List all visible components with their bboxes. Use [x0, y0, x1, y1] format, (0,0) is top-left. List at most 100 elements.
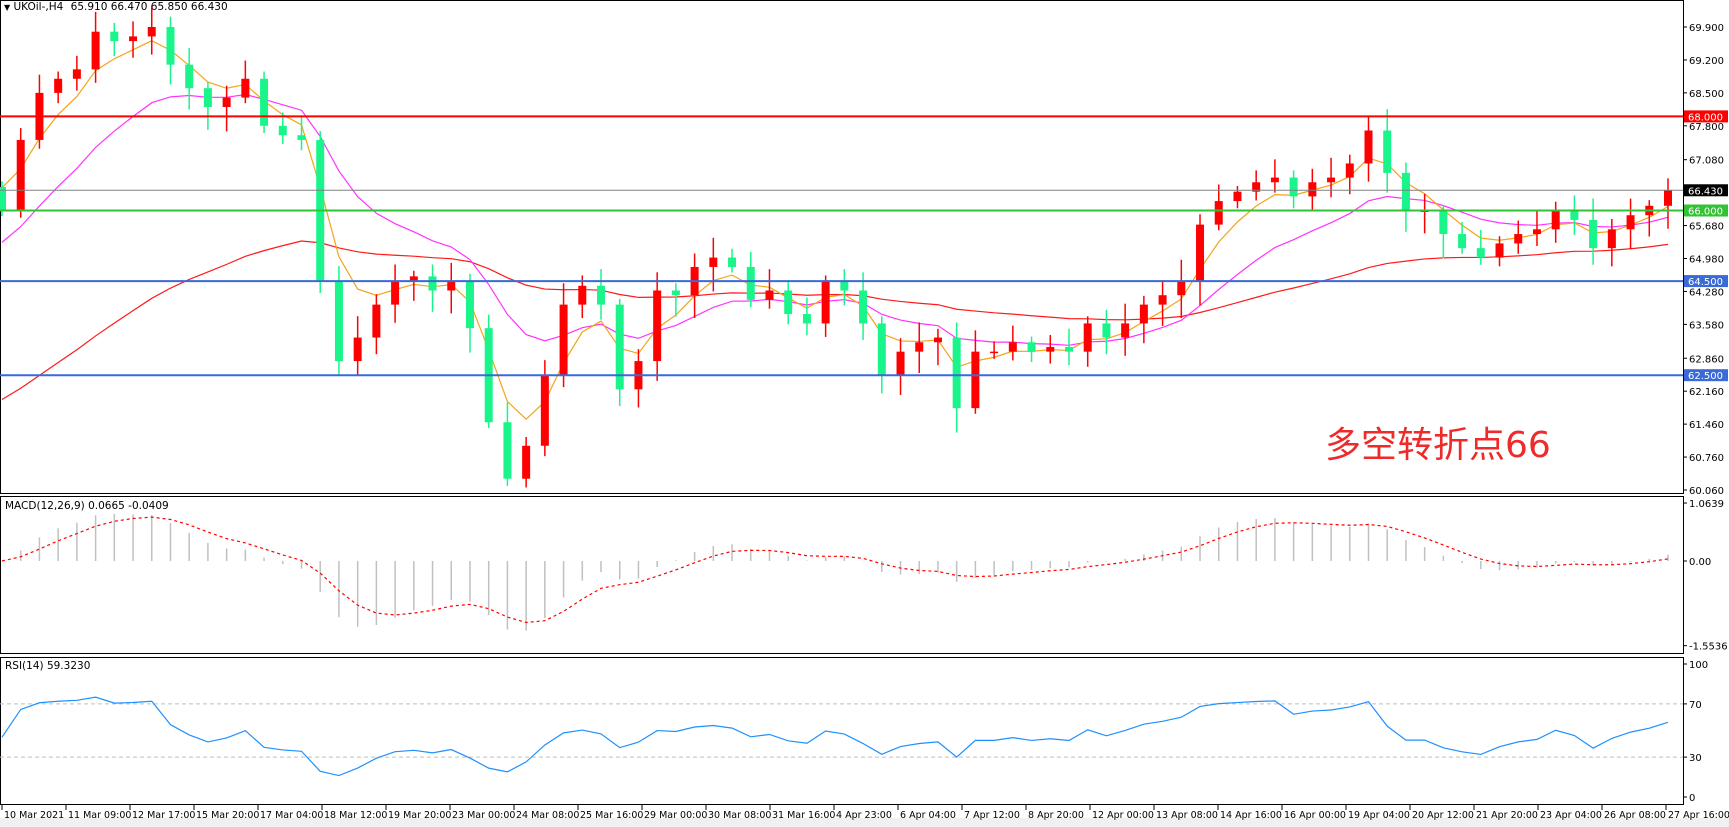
price-tick-label: 63.580	[1689, 320, 1724, 331]
candle-up	[241, 78, 250, 98]
candle-down	[1289, 177, 1298, 197]
time-tick-label: 31 Mar 16:00	[772, 810, 835, 821]
candle-down	[728, 257, 737, 267]
candle-up	[1551, 210, 1560, 230]
time-tick-label: 10 Mar 2021	[4, 810, 64, 821]
level-tag-64.500	[1684, 275, 1728, 288]
macd-signal-line	[1, 516, 1669, 624]
price-tick-label: 62.860	[1689, 354, 1724, 365]
candle-up	[765, 290, 774, 300]
candle-down	[802, 314, 811, 324]
candle-down	[166, 27, 175, 65]
candle-up	[1121, 323, 1130, 338]
candle-up	[522, 445, 531, 479]
candle-up	[821, 281, 830, 324]
price-tick-label: 65.680	[1689, 222, 1724, 233]
time-tick-label: 4 Apr 23:00	[836, 810, 892, 821]
annotation-text: 多空转折点66	[1325, 425, 1551, 466]
ohlc-values: 65.910 66.470 65.850 66.430	[70, 1, 228, 13]
rsi-tick-label: 0	[1689, 793, 1695, 804]
candle-down	[110, 31, 119, 42]
price-tick-label: 62.160	[1689, 387, 1724, 398]
level-tag-label: 66.000	[1688, 207, 1723, 218]
candle-down	[278, 125, 287, 136]
candle-down	[503, 422, 512, 479]
candle-down	[615, 304, 624, 390]
candle-up	[353, 337, 362, 362]
time-tick-label: 20 Apr 12:00	[1412, 810, 1474, 821]
price-tick-label: 60.760	[1689, 453, 1724, 464]
price-tick-label: 64.280	[1689, 287, 1724, 298]
candle-up	[653, 290, 662, 362]
candle-down	[859, 290, 868, 324]
macd-tick-label: 0.00	[1689, 557, 1711, 568]
candle-down	[203, 88, 212, 107]
time-tick-label: 12 Apr 00:00	[1092, 810, 1154, 821]
price-tick-label: 69.200	[1689, 56, 1724, 67]
rsi-panel-frame	[0, 657, 1684, 805]
candle-up	[1327, 177, 1336, 183]
candle-down	[334, 281, 343, 362]
candle-up	[559, 304, 568, 376]
rsi-line	[1, 696, 1669, 777]
symbol-label: UKOil-,H4	[13, 1, 64, 13]
ma-fast-line	[1, 40, 1669, 421]
candle-up	[1664, 190, 1672, 206]
time-tick-label: 18 Mar 12:00	[324, 810, 387, 821]
candle-down	[1401, 172, 1410, 211]
candle-down	[465, 281, 474, 329]
time-tick-label: 30 Mar 08:00	[708, 810, 771, 821]
time-tick-label: 8 Apr 20:00	[1028, 810, 1084, 821]
candle-up	[1008, 342, 1017, 352]
ma-mid-line	[1, 93, 1669, 346]
candle-up	[1308, 182, 1317, 197]
price-tick-label: 69.900	[1689, 23, 1724, 34]
candle-up	[709, 257, 718, 267]
candle-down	[1102, 323, 1111, 338]
candle-up	[896, 351, 905, 376]
level-tag-68.000	[1684, 110, 1728, 123]
candle-up	[971, 351, 980, 409]
candle-up	[1233, 191, 1242, 202]
time-tick-label: 23 Apr 04:00	[1540, 810, 1602, 821]
candle-up	[1495, 243, 1504, 258]
price-tick-label: 68.500	[1689, 89, 1724, 100]
level-tag-label: 66.430	[1688, 186, 1723, 197]
candle-down	[1570, 210, 1579, 220]
candle-down	[784, 290, 793, 315]
time-tick-label: 14 Apr 16:00	[1220, 810, 1282, 821]
time-tick-label: 19 Apr 04:00	[1348, 810, 1410, 821]
time-tick-label: 13 Apr 08:00	[1156, 810, 1218, 821]
time-tick-label: 12 Mar 17:00	[132, 810, 195, 821]
candle-up	[222, 97, 231, 107]
macd-tick-label: 1.0639	[1689, 499, 1724, 510]
candle-down	[952, 337, 961, 409]
rsi-tick-label: 100	[1689, 660, 1708, 671]
candle-up	[391, 281, 400, 305]
level-tag-label: 64.500	[1688, 277, 1723, 288]
candle-down	[597, 285, 606, 305]
candle-up	[54, 78, 63, 93]
candle-down	[1064, 346, 1073, 352]
candle-up	[933, 337, 942, 343]
candle-up	[1607, 229, 1616, 249]
candle-down	[1476, 248, 1485, 258]
candle-up	[1252, 182, 1261, 192]
time-tick-label: 17 Mar 04:00	[260, 810, 323, 821]
price-tick-label: 67.080	[1689, 156, 1724, 167]
candle-down	[671, 290, 680, 296]
time-tick-label: 15 Mar 20:00	[196, 810, 259, 821]
collapse-triangle-icon[interactable]: ▼	[4, 3, 11, 12]
candle-up	[1270, 177, 1279, 183]
level-tag-66.430	[1684, 184, 1728, 197]
candle-down	[0, 186, 6, 211]
candle-down	[877, 323, 886, 376]
candle-up	[915, 342, 924, 352]
time-tick-label: 16 Apr 00:00	[1284, 810, 1346, 821]
rsi-tick-label: 70	[1689, 700, 1702, 711]
candle-down	[1027, 342, 1036, 352]
candle-down	[1458, 234, 1467, 249]
candle-down	[1589, 219, 1598, 249]
macd-title: MACD(12,26,9) 0.0665 -0.0409	[5, 500, 169, 512]
